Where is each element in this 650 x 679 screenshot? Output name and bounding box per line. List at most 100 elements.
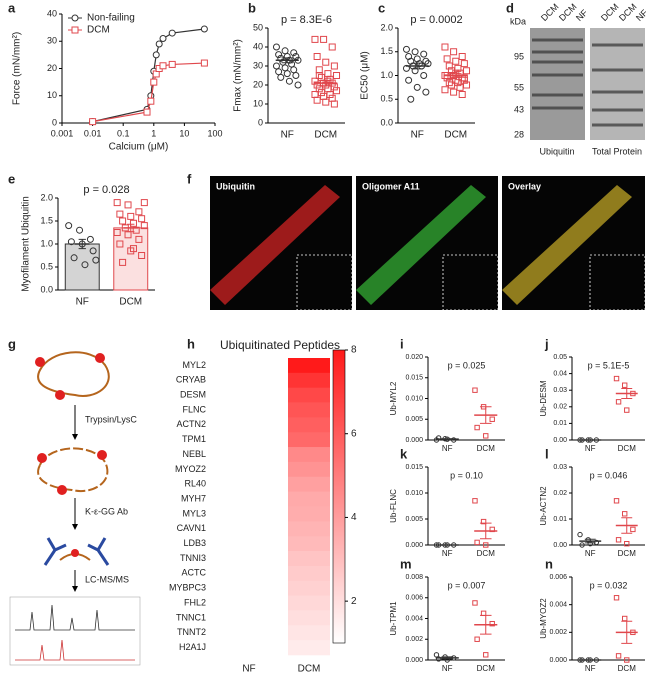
heatmap-cell: [288, 387, 330, 403]
x-tick-label: 100: [207, 128, 222, 138]
y-tick-label: 0.01: [553, 516, 567, 523]
x-tick-label: NF: [442, 444, 453, 453]
marker: [322, 98, 330, 106]
y-tick-label: 0.005: [405, 416, 423, 423]
error-bar: [621, 388, 633, 399]
heatmap-cell: [210, 372, 288, 388]
y-tick-label: 2.0: [40, 192, 53, 202]
heatmap-cell: [288, 625, 330, 641]
marker: [281, 64, 289, 72]
marker: [168, 29, 176, 37]
micrographs: f Ubiquitin Oligomer A11 Overlay: [187, 171, 646, 311]
x-tick-label: DCM: [477, 664, 496, 673]
marker: [135, 208, 143, 216]
marker: [422, 88, 430, 96]
marker: [407, 95, 415, 103]
marker: [624, 657, 630, 663]
y-tick-label: 10: [47, 90, 57, 100]
y-tick-label: 0.005: [405, 516, 423, 523]
y-axis-label: Fmax (mN/mm²): [233, 39, 244, 112]
marker: [320, 35, 328, 43]
y-tick-label: 1.0: [380, 70, 393, 80]
marker: [326, 75, 334, 83]
row-label: ACTN2: [176, 419, 206, 429]
y-tick-label: 0.004: [405, 615, 423, 622]
y-tick-label: 0.020: [405, 354, 423, 361]
marker: [129, 219, 137, 227]
marker: [116, 210, 124, 218]
x-tick-label: NF: [585, 444, 596, 453]
x-tick-label: 1: [151, 128, 156, 138]
x-tick-label: DCM: [477, 444, 496, 453]
marker: [272, 43, 280, 51]
marker: [81, 261, 89, 269]
heatmap-cell: [210, 358, 288, 374]
panel-label: c: [378, 0, 385, 15]
marker: [86, 235, 94, 243]
marker: [124, 201, 132, 209]
heatmap-cell: [288, 447, 330, 463]
y-axis-label: Myofilament Ubiquitin: [21, 196, 32, 292]
marker: [443, 55, 451, 63]
y-axis-label: Ub-MYOZ2: [539, 598, 548, 639]
y-tick-label: 0.00: [553, 437, 567, 444]
error-bar: [479, 522, 492, 540]
marker: [272, 62, 280, 70]
lane-label: DCM: [617, 2, 639, 24]
y-axis-label: Ub-DESM: [539, 380, 548, 416]
error-bar: [127, 223, 135, 233]
x-tick-label: NF: [281, 130, 294, 141]
error-bar: [281, 57, 294, 64]
workflow-step: LC-MS/MS: [85, 574, 129, 584]
marker: [624, 407, 630, 413]
marker: [311, 35, 319, 43]
marker: [311, 77, 319, 85]
marker: [140, 199, 148, 207]
marker: [330, 100, 338, 108]
mw-marker: 95: [514, 51, 524, 61]
marker: [113, 199, 121, 207]
marker: [76, 226, 84, 234]
heatmap-cell: [288, 417, 330, 433]
p-value: p = 0.028: [83, 184, 129, 196]
error-bar: [479, 406, 492, 424]
marker: [460, 60, 468, 68]
y-tick-label: 0.008: [405, 574, 423, 581]
marker: [281, 47, 289, 55]
y-tick-label: 2.0: [380, 22, 393, 32]
y-tick-label: 40: [253, 41, 263, 51]
heatmap-cell: [288, 640, 330, 656]
marker: [67, 238, 75, 246]
row-label: FLNC: [182, 404, 206, 414]
marker: [613, 595, 620, 601]
blot-membrane: [530, 28, 585, 140]
y-tick-label: 0.010: [405, 395, 423, 402]
colorbar: [332, 349, 346, 644]
marker: [119, 217, 127, 225]
marker: [330, 62, 338, 70]
marker: [328, 94, 336, 102]
workflow: g Trypsin/LysC K-ε-GG Ab LC-MS/MS: [8, 336, 141, 666]
error-bar: [441, 438, 454, 441]
panel-label: k: [400, 446, 408, 461]
error-bar: [411, 62, 424, 70]
marker: [143, 108, 151, 116]
colorbar-label: 4: [351, 512, 357, 523]
heatmap-cell: [288, 402, 330, 418]
marker: [89, 247, 97, 255]
marker: [450, 88, 458, 96]
row-label: TNNC1: [176, 612, 206, 622]
marker: [613, 375, 620, 382]
x-tick-label: 0.01: [84, 128, 102, 138]
workflow-step: Trypsin/LysC: [85, 414, 137, 424]
western-blot: d kDa 95 55 43 28 DCM DCM NF DCM DCM NF …: [506, 0, 650, 156]
p-value: p = 5.1E-5: [588, 360, 630, 370]
heatmap-cell: [210, 447, 288, 463]
marker: [480, 610, 487, 617]
marker: [135, 235, 143, 243]
y-axis-label: Ub-MYL2: [389, 381, 398, 415]
x-tick-label: DCM: [444, 130, 467, 141]
marker: [159, 62, 167, 70]
heatmap-cell: [210, 640, 288, 656]
p-value: p = 8.3E-6: [281, 14, 332, 26]
